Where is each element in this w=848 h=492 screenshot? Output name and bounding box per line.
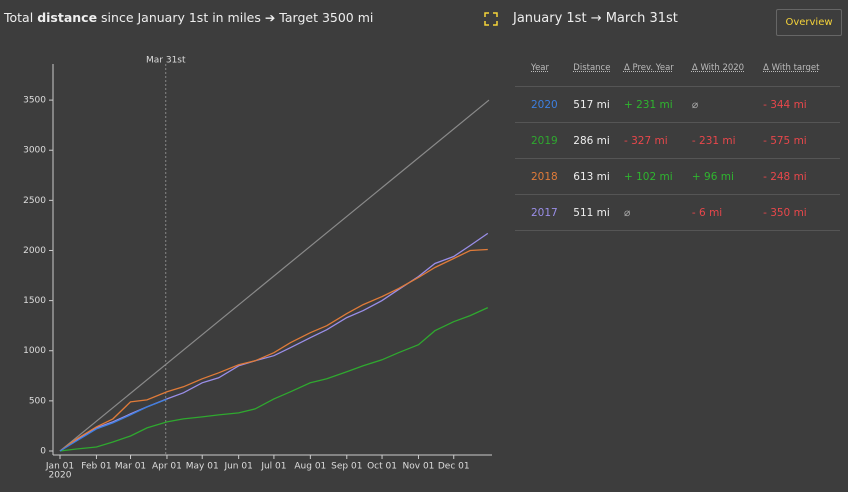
fullscreen-icon[interactable]: [484, 12, 498, 26]
header-row: Year Distance Δ Prev. Year Δ With 2020 Δ Wit…: [515, 49, 840, 87]
table-cell: ⌀: [691, 86, 764, 123]
y-tick-label: 1000: [23, 346, 46, 356]
target-line: [59, 99, 490, 452]
x-tick-label: Nov 01: [403, 462, 435, 472]
series-line: [59, 232, 489, 452]
table-cell: - 248 mi: [763, 158, 840, 195]
title-text: Total: [4, 10, 34, 25]
table-cell: - 6 mi: [691, 194, 764, 231]
table-cell: + 96 mi: [691, 158, 764, 195]
table-row: 2018 613 mi + 102 mi + 96 mi - 248 mi: [515, 158, 840, 195]
column-header: Δ Prev. Year: [623, 49, 692, 87]
table-cell: - 344 mi: [763, 86, 840, 123]
x-tick-label: Apr 01: [152, 462, 182, 472]
table-cell: 2018: [515, 158, 574, 195]
table-row: 2019 286 mi - 327 mi - 231 mi - 575 mi: [515, 122, 840, 159]
x-tick-label: Dec 01: [438, 462, 470, 472]
x-tick-label: Jan 01: [45, 462, 74, 472]
series-line: [59, 398, 168, 452]
x-tick-label: Feb 01: [81, 462, 111, 472]
table-cell: 613 mi: [573, 158, 624, 195]
table-cell: - 327 mi: [623, 122, 692, 159]
column-header: Year: [515, 49, 574, 87]
table-cell: 511 mi: [573, 194, 624, 231]
table-cell: + 231 mi: [623, 86, 692, 123]
marker-label: Mar 31st: [146, 56, 186, 66]
table-cell: - 231 mi: [691, 122, 764, 159]
table-cell: 2017: [515, 194, 574, 231]
column-header-text: Year: [531, 62, 549, 73]
y-tick-label: 3500: [23, 96, 46, 106]
title-text: since January 1st in miles ➔ Target 3500…: [101, 10, 374, 25]
y-tick-label: 2500: [23, 196, 46, 206]
column-header: Δ With target: [763, 49, 840, 87]
x-tick-label: Jun 01: [223, 462, 252, 472]
table-row: 2017 511 mi ⌀ - 6 mi - 350 mi: [515, 194, 840, 231]
series-line: [59, 248, 488, 452]
x-tick-label: Jul 01: [260, 462, 286, 472]
column-header-text: Δ With target: [763, 62, 820, 73]
y-tick-label: 3000: [23, 146, 46, 156]
table-cell: 517 mi: [573, 86, 624, 123]
column-header-text: Distance: [573, 62, 611, 73]
x-year-label: 2020: [49, 471, 72, 481]
x-tick-label: Sep 01: [331, 462, 362, 472]
table-cell: ⌀: [623, 194, 692, 231]
y-tick-label: 1500: [23, 296, 46, 306]
x-tick-label: Aug 01: [294, 462, 326, 472]
chart: 0 500 1000 1500 2000 2500 3000 3500 Jan 01 Feb 01…: [23, 12, 498, 481]
table-cell: 2020: [515, 86, 574, 123]
overview-button[interactable]: Overview: [776, 9, 842, 36]
column-header-text: Δ Prev. Year: [623, 62, 674, 73]
table-cell: - 575 mi: [763, 122, 840, 159]
title-emphasis: distance: [37, 10, 98, 25]
table-cell: 2019: [515, 122, 574, 159]
table-cell: - 350 mi: [763, 194, 840, 231]
chart-title: Total distance since January 1st in mile…: [4, 10, 373, 25]
icon-path: [484, 12, 498, 26]
y-tick-label: 0: [40, 446, 46, 456]
column-header: Distance: [573, 49, 624, 87]
panel-title: January 1st → March 31st: [513, 11, 678, 26]
series-line: [59, 307, 489, 452]
stats-table: Year Distance Δ Prev. Year Δ With 2020 Δ Wit…: [515, 49, 840, 231]
y-tick-label: 500: [29, 396, 46, 406]
x-tick-label: May 01: [186, 462, 219, 472]
table-body: 2020 517 mi + 231 mi ⌀ - 344 mi 2019 286 mi - 3…: [515, 86, 840, 231]
column-header: Δ With 2020: [691, 49, 764, 87]
table-row: 2020 517 mi + 231 mi ⌀ - 344 mi: [515, 86, 840, 123]
x-tick-label: Oct 01: [367, 462, 397, 472]
column-header-text: Δ With 2020: [691, 62, 745, 73]
table-cell: + 102 mi: [623, 158, 692, 195]
x-tick-label: Mar 01: [115, 462, 146, 472]
y-tick-label: 2000: [23, 246, 46, 256]
table-cell: 286 mi: [573, 122, 624, 159]
